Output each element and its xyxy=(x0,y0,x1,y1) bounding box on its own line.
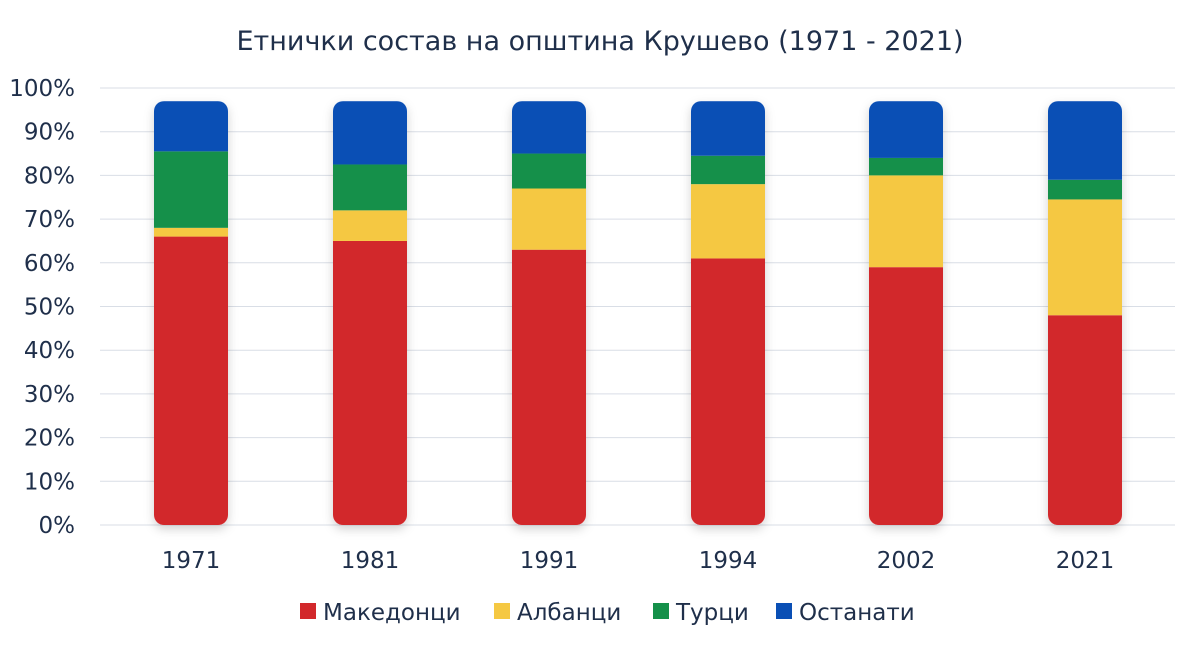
bar-segment-Останати-1991 xyxy=(512,101,586,154)
bar-stack-1991 xyxy=(512,101,586,526)
legend-label: Останати xyxy=(799,600,915,626)
x-category-label: 1991 xyxy=(520,548,579,574)
legend-label: Албанци xyxy=(517,600,621,626)
legend-item-Останати: Останати xyxy=(776,600,915,626)
bar-segment-Албанци-1994 xyxy=(691,184,765,259)
legend-swatch xyxy=(494,603,510,619)
gridlines xyxy=(100,87,1175,526)
bar-stack-1971 xyxy=(154,101,228,526)
y-tick-label: 80% xyxy=(24,163,75,189)
y-tick-label: 60% xyxy=(24,251,75,277)
bar-stack-2021 xyxy=(1048,101,1122,526)
x-category-label: 1971 xyxy=(162,548,221,574)
bar-segment-Турци-2021 xyxy=(1048,179,1122,200)
legend-item-Албанци: Албанци xyxy=(494,600,621,626)
y-tick-label: 0% xyxy=(39,513,76,539)
legend-swatch xyxy=(653,603,669,619)
y-tick-label: 20% xyxy=(24,426,75,452)
bar-segment-Останати-1981 xyxy=(333,101,407,165)
bar-segment-Турци-1981 xyxy=(333,164,407,211)
x-category-label: 1981 xyxy=(341,548,400,574)
y-tick-label: 30% xyxy=(24,382,75,408)
bar-segment-Останати-1994 xyxy=(691,101,765,156)
x-category-label: 2021 xyxy=(1056,548,1115,574)
y-tick-label: 90% xyxy=(24,120,75,146)
bar-segment-Македонци-1981 xyxy=(333,240,407,525)
legend-swatch xyxy=(776,603,792,619)
chart-title: Етнички состав на општина Крушево (1971 … xyxy=(236,26,963,57)
bar-stack-1981 xyxy=(333,101,407,526)
legend-item-Македонци: Македонци xyxy=(300,600,461,626)
bar-segment-Останати-1971 xyxy=(154,101,228,152)
bar-segment-Турци-1991 xyxy=(512,153,586,189)
bar-segment-Македонци-2002 xyxy=(869,267,943,525)
bar-segment-Албанци-1981 xyxy=(333,210,407,241)
legend-label: Македонци xyxy=(323,600,461,626)
bar-segment-Македонци-1994 xyxy=(691,258,765,525)
y-tick-label: 50% xyxy=(24,295,75,321)
bar-segment-Албанци-1991 xyxy=(512,188,586,250)
x-category-label: 1994 xyxy=(699,548,758,574)
x-axis-category-labels: 1971 1981 1991 1994 2002 2021 xyxy=(162,548,1115,574)
bar-segment-Албанци-1971 xyxy=(154,227,228,237)
legend: Македонци Албанци Турци Останати xyxy=(300,600,915,626)
y-axis-tick-labels: 0% 10% 20% 30% 40% 50% 60% 70% 80% 90% 100% xyxy=(9,76,75,539)
bar-segment-Останати-2021 xyxy=(1048,101,1122,180)
legend-item-Турци: Турци xyxy=(653,600,749,626)
bar-segment-Албанци-2002 xyxy=(869,175,943,268)
bar-segment-Македонци-1991 xyxy=(512,249,586,525)
legend-label: Турци xyxy=(675,600,749,626)
bar-segment-Македонци-1971 xyxy=(154,236,228,525)
y-tick-label: 70% xyxy=(24,207,75,233)
x-category-label: 2002 xyxy=(877,548,936,574)
bar-segment-Останати-2002 xyxy=(869,101,943,158)
bar-stack-1994 xyxy=(691,101,765,526)
y-tick-label: 100% xyxy=(9,76,75,102)
legend-swatch xyxy=(300,603,316,619)
bar-segment-Турци-2002 xyxy=(869,157,943,176)
bar-segment-Турци-1994 xyxy=(691,155,765,185)
bar-segment-Турци-1971 xyxy=(154,151,228,228)
bar-segment-Македонци-2021 xyxy=(1048,315,1122,525)
bar-segment-Албанци-2021 xyxy=(1048,199,1122,316)
y-tick-label: 40% xyxy=(24,338,75,364)
y-tick-label: 10% xyxy=(24,469,75,495)
bars xyxy=(154,101,1122,526)
bar-stack-2002 xyxy=(869,101,943,526)
